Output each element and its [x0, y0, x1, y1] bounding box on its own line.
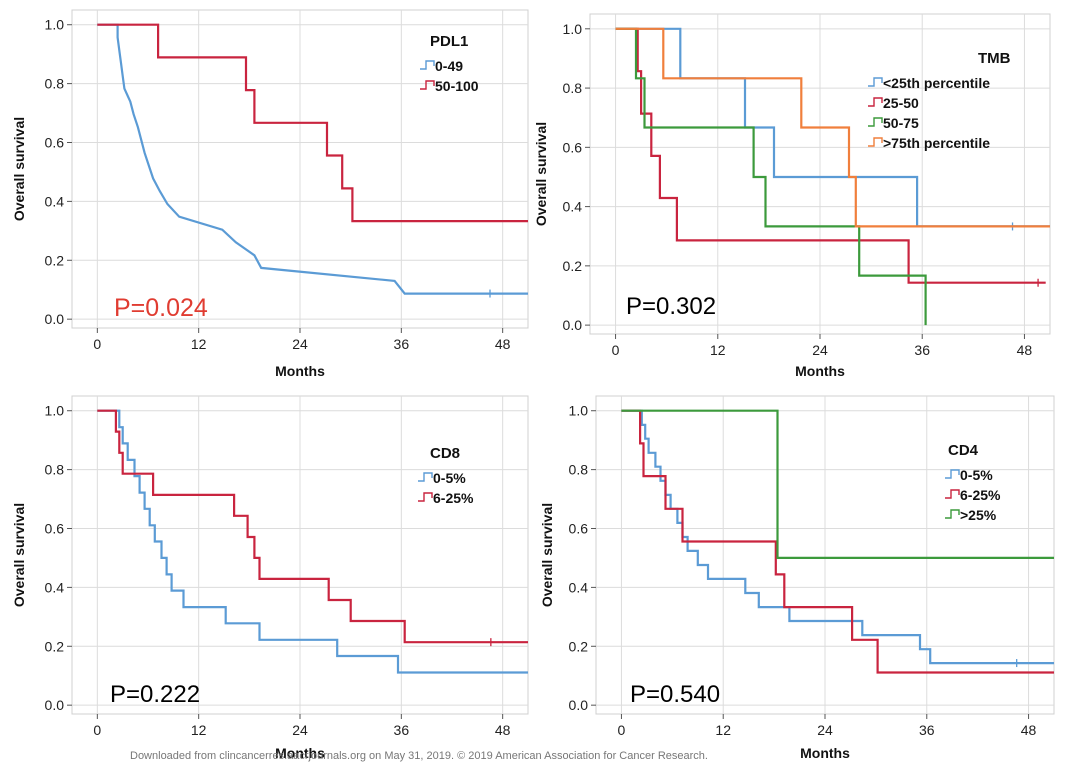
chart-panel-cd8: 0 12 24 36 48 0.0 0.2 0.4 0.6 0.8 1.0 Months Overall…	[11, 395, 529, 761]
legend-swatch-75th-percentile	[868, 137, 883, 147]
y-tick-label: 0.2	[45, 252, 65, 268]
x-tick-label: 36	[394, 336, 410, 352]
legend-swatch-0-49	[420, 60, 435, 70]
x-tick-label: 12	[191, 722, 207, 738]
download-footer: Downloaded from clincancerres.aacrjourna…	[130, 750, 708, 762]
x-tick-label: 48	[1017, 342, 1033, 358]
legend-label-75th-percentile: >75th percentile	[883, 135, 990, 151]
legend-label-25: >25%	[960, 507, 997, 523]
x-axis-label: Months	[275, 745, 325, 761]
y-axis-label: Overall survival	[539, 503, 555, 607]
legend-title: CD4	[948, 442, 979, 459]
y-tick-label: 0.0	[45, 697, 65, 713]
series-line-6-25	[97, 409, 528, 644]
y-tick-label: 0.6	[563, 139, 583, 155]
y-tick-label: 0.4	[569, 579, 589, 595]
x-tick-label: 12	[710, 342, 726, 358]
x-tick-label: 48	[1021, 722, 1037, 738]
p-value-label: P=0.302	[626, 293, 716, 320]
legend-label-0-5: 0-5%	[433, 470, 466, 486]
series-line-25-50	[615, 27, 1046, 284]
p-value-label: P=0.222	[110, 681, 200, 708]
legend-title: TMB	[978, 50, 1011, 67]
p-value-label: P=0.540	[630, 681, 720, 708]
y-tick-label: 0.8	[45, 76, 65, 92]
legend-label-0-49: 0-49	[435, 58, 463, 74]
chart-panel-cd4: 0 12 24 36 48 0.0 0.2 0.4 0.6 0.8 1.0 Months Overall…	[539, 395, 1055, 761]
x-tick-label: 36	[919, 722, 935, 738]
legend-swatch-50-100	[420, 80, 435, 90]
x-tick-label: 24	[817, 722, 833, 738]
x-tick-label: 0	[93, 722, 101, 738]
legend-label-6-25: 6-25%	[433, 490, 474, 506]
legend-swatch-0-5	[418, 472, 433, 482]
y-tick-label: 0.8	[563, 80, 583, 96]
chart-panel-tmb: 0 12 24 36 48 0.0 0.2 0.4 0.6 0.8 1.0 Months Overall…	[533, 13, 1051, 379]
y-tick-label: 0.6	[45, 135, 65, 151]
x-axis-label: Months	[275, 363, 325, 379]
legend-swatch-25-50	[868, 97, 883, 107]
y-axis-label: Overall survival	[533, 122, 549, 226]
legend-swatch-25th-percentile	[868, 77, 883, 87]
y-tick-label: 0.6	[45, 521, 65, 537]
y-tick-label: 0.4	[45, 193, 65, 209]
x-tick-label: 48	[495, 336, 511, 352]
legend-swatch-0-5	[945, 469, 960, 479]
legend-title: PDL1	[430, 33, 468, 50]
x-tick-label: 24	[812, 342, 828, 358]
x-tick-label: 48	[495, 722, 511, 738]
y-tick-label: 1.0	[45, 17, 65, 33]
series-line-25th-percentile	[615, 27, 1050, 228]
x-axis-label: Months	[800, 745, 850, 761]
series-line-6-25	[621, 409, 1054, 674]
x-tick-label: 0	[618, 722, 626, 738]
chart-panel-pdl1: 0 12 24 36 48 0.0 0.2 0.4 0.6 0.8 1.0 Months Overall…	[11, 9, 529, 379]
y-tick-label: 0.6	[569, 521, 589, 537]
legend-label-0-5: 0-5%	[960, 467, 993, 483]
series-line-0-5	[97, 409, 528, 674]
y-axis-label: Overall survival	[11, 117, 27, 221]
legend-swatch-50-75	[868, 117, 883, 127]
series-line-50-75	[615, 27, 927, 326]
y-axis-label: Overall survival	[11, 503, 27, 607]
y-tick-label: 0.0	[563, 317, 583, 333]
y-tick-label: 1.0	[45, 403, 65, 419]
legend-title: CD8	[430, 445, 460, 462]
x-tick-label: 24	[292, 722, 308, 738]
x-tick-label: 36	[914, 342, 930, 358]
legend-label-50-75: 50-75	[883, 115, 919, 131]
p-value-label: P=0.024	[114, 294, 208, 322]
legend-label-25th-percentile: <25th percentile	[883, 75, 990, 91]
legend-label-50-100: 50-100	[435, 78, 479, 94]
y-tick-label: 1.0	[563, 21, 583, 37]
series-line-50-100	[97, 23, 528, 223]
y-tick-label: 0.4	[45, 579, 65, 595]
legend-swatch-25	[945, 509, 960, 519]
series-line-25	[621, 409, 1054, 559]
x-tick-label: 0	[612, 342, 620, 358]
legend-swatch-6-25	[418, 492, 433, 502]
series-line-0-49	[97, 23, 528, 295]
y-tick-label: 0.2	[563, 258, 583, 274]
legend-label-25-50: 25-50	[883, 95, 919, 111]
x-tick-label: 36	[394, 722, 410, 738]
x-tick-label: 24	[292, 336, 308, 352]
legend-label-6-25: 6-25%	[960, 487, 1001, 503]
y-tick-label: 1.0	[569, 403, 589, 419]
y-tick-label: 0.8	[45, 462, 65, 478]
x-axis-label: Months	[795, 363, 845, 379]
y-tick-label: 0.4	[563, 199, 583, 215]
series-line-75th-percentile	[615, 27, 1050, 228]
series-line-0-5	[621, 409, 1054, 665]
y-tick-label: 0.8	[569, 462, 589, 478]
x-tick-label: 12	[191, 336, 207, 352]
x-tick-label: 12	[715, 722, 731, 738]
y-tick-label: 0.2	[569, 638, 589, 654]
y-tick-label: 0.2	[45, 638, 65, 654]
legend-swatch-6-25	[945, 489, 960, 499]
x-tick-label: 0	[93, 336, 101, 352]
y-tick-label: 0.0	[569, 697, 589, 713]
y-tick-label: 0.0	[45, 311, 65, 327]
